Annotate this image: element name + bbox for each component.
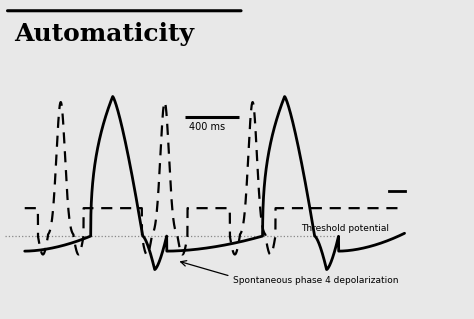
- Text: 400 ms: 400 ms: [189, 122, 225, 132]
- Text: Threshold potential: Threshold potential: [301, 224, 389, 233]
- Text: Spontaneous phase 4 depolarization: Spontaneous phase 4 depolarization: [233, 276, 398, 285]
- Text: Automaticity: Automaticity: [14, 22, 194, 46]
